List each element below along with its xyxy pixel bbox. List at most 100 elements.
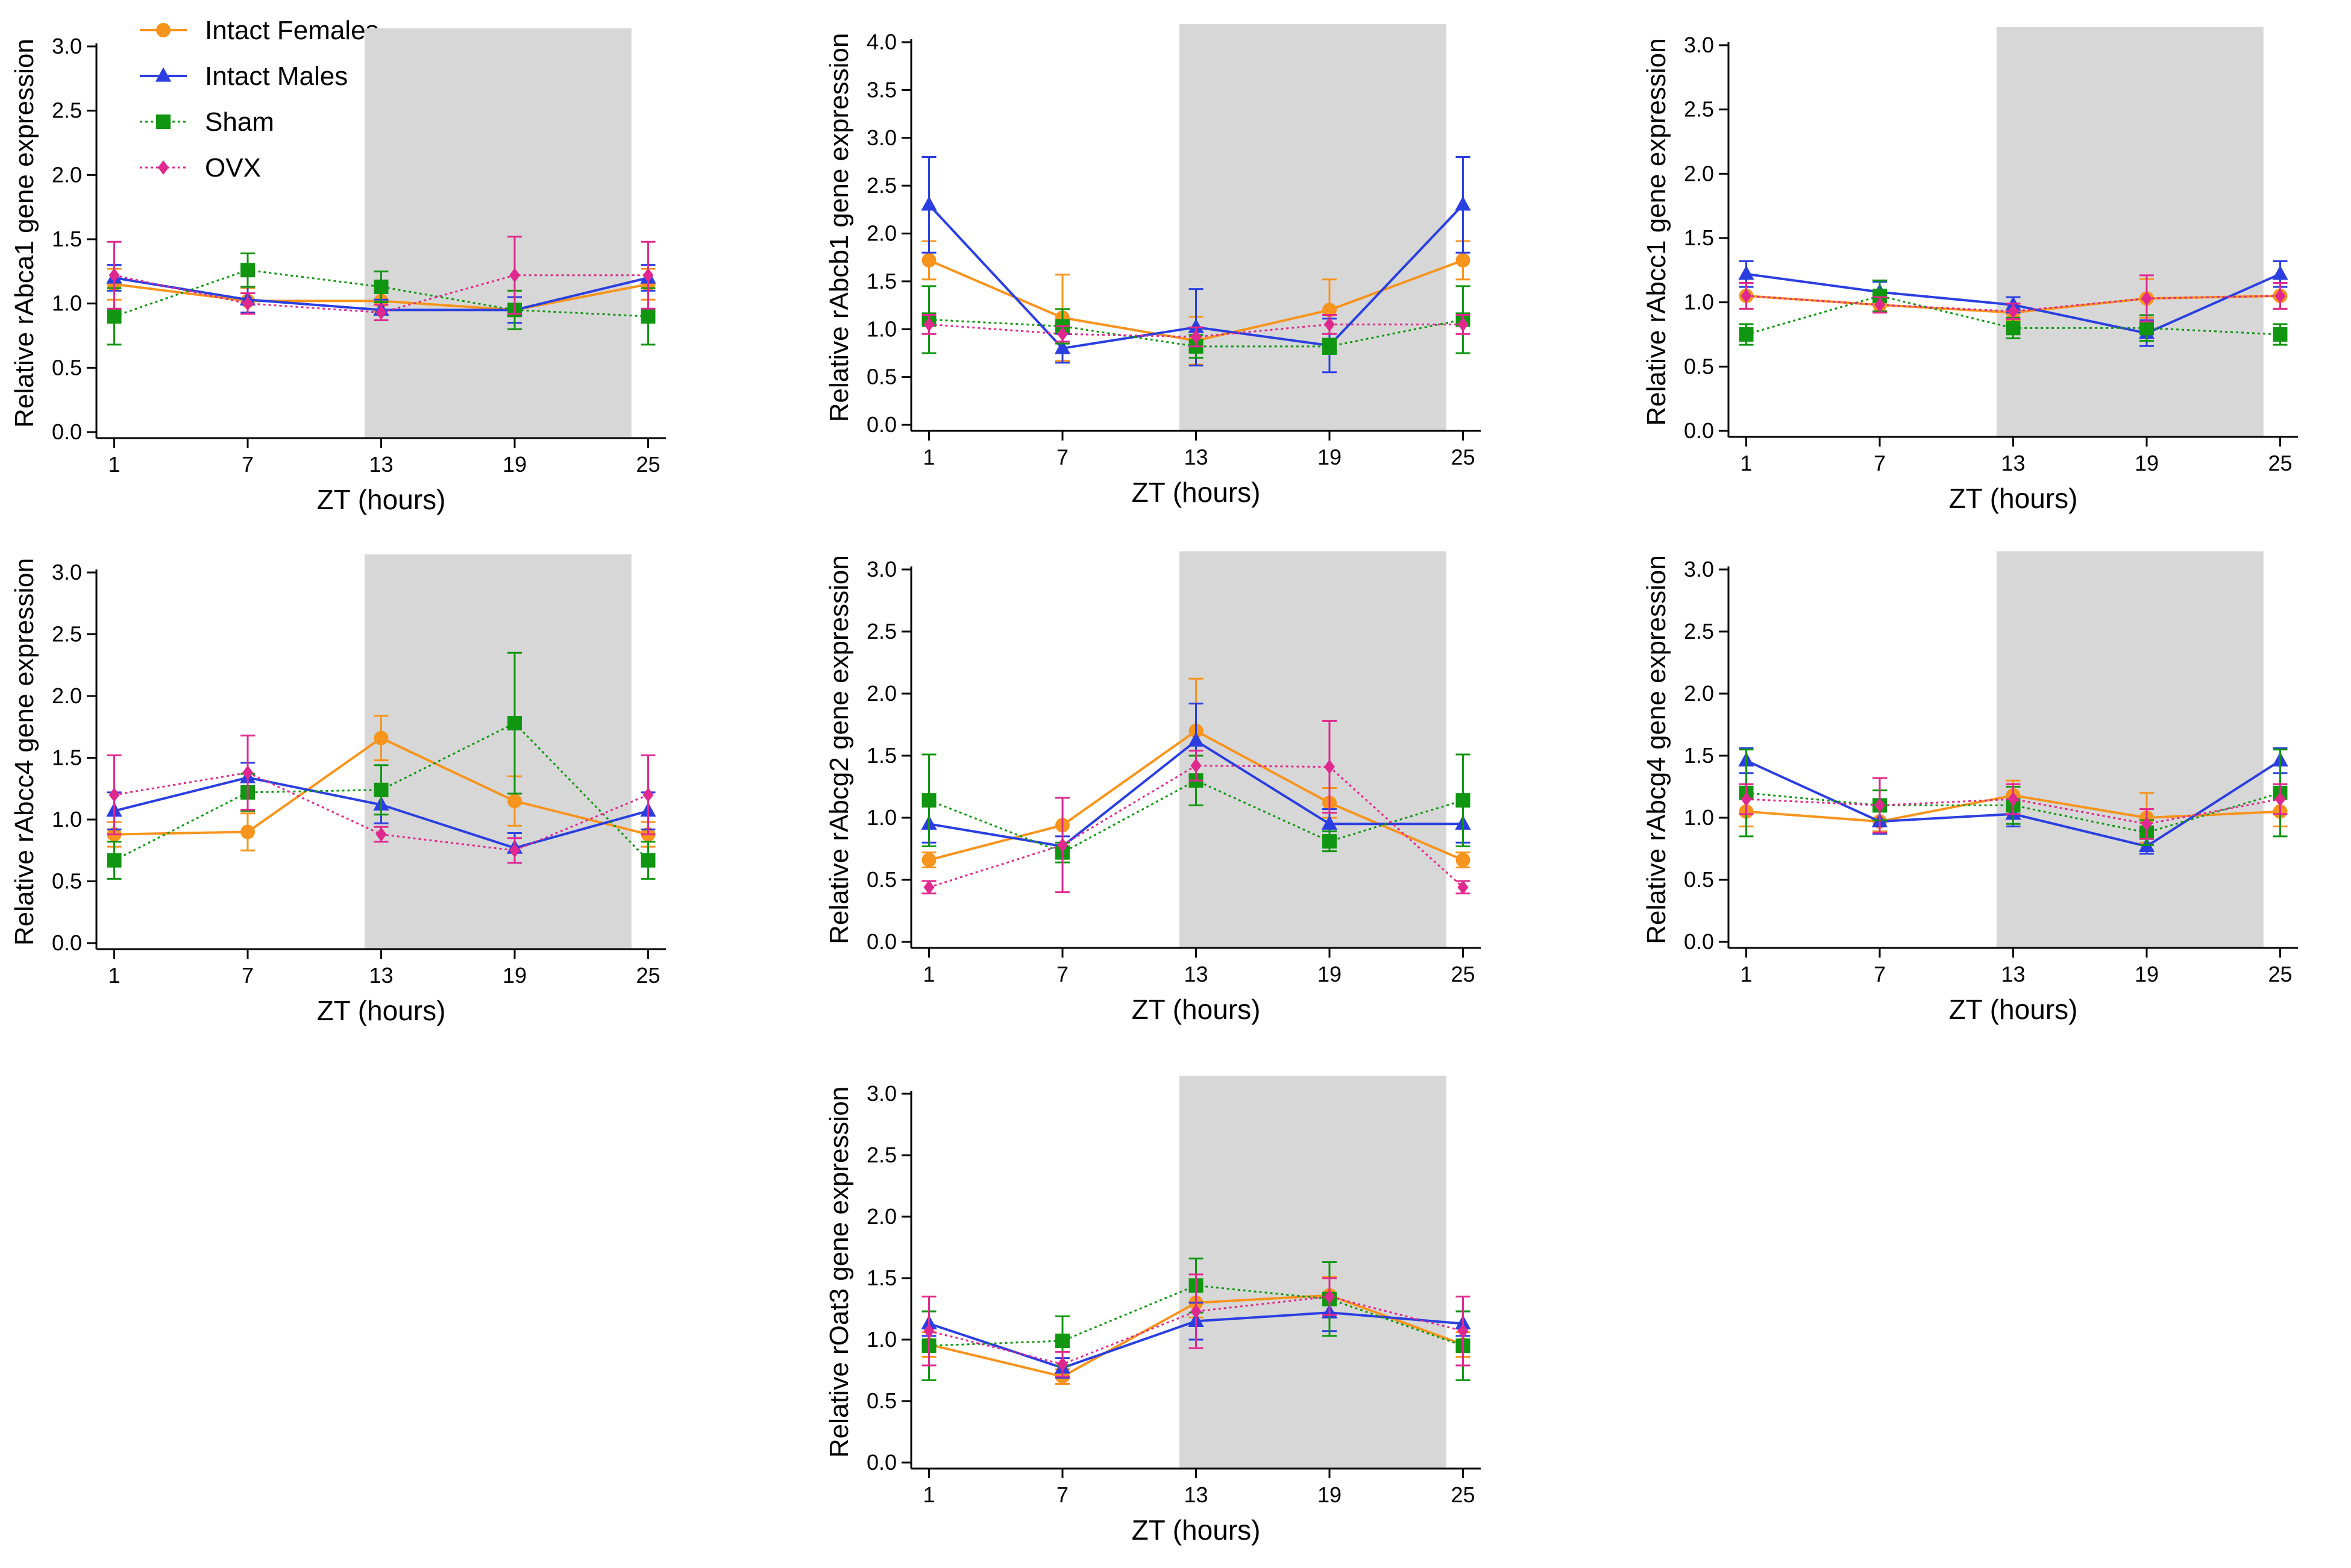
legend-label: OVX [205,153,261,183]
data-point [1054,339,1071,354]
data-point [1455,793,1471,808]
data-point [2007,792,2019,807]
series-line [929,764,1464,888]
data-point [1190,1304,1202,1319]
series-sham [107,651,656,880]
data-point [923,1323,935,1338]
legend-item-ovx: OVX [140,153,261,183]
data-point [2141,291,2152,306]
y-tick-label: 2.0 [867,681,897,706]
x-tick-label: 7 [242,963,254,988]
series-ovx [921,313,1471,348]
series-ovx [1739,777,2288,840]
dark-phase-shading [1996,551,2264,948]
data-point [641,309,656,324]
y-tick-label: 2.0 [1684,161,1714,186]
y-tick-label: 1.0 [1684,290,1714,315]
y-tick-label: 1.0 [867,805,897,830]
data-point [1740,289,1752,303]
y-tick-label: 2.5 [1684,619,1714,644]
legend-item-intact-males: Intact Males [140,61,348,91]
legend-marker [158,160,169,175]
chart-panel-5: 0.0 0.5 1.0 1.5 2.0 2.5 3.0 1 7 13 19 25 ZT (hours) R… [824,551,1481,1025]
data-point [1323,759,1335,774]
data-point [242,296,254,311]
legend-label: Intact Females [205,16,379,45]
data-point [1457,1323,1469,1338]
chart-panel-1: 0.0 0.5 1.0 1.5 2.0 2.5 3.0 1 7 13 19 25 ZT (hours) R… [10,28,666,515]
data-point [2274,792,2286,807]
y-tick-label: 3.0 [867,1081,897,1106]
dark-phase-shading [364,554,632,949]
y-tick-label: 0.5 [1684,354,1714,378]
data-point [509,268,520,283]
x-axis-title: ZT (hours) [1132,994,1261,1025]
data-point [2007,304,2019,319]
data-point [1455,853,1471,868]
y-tick-label: 2.0 [1684,681,1714,706]
y-axis-title: Relative rAbcc4 gene expression [10,558,39,946]
y-axis-title: Relative rOat3 gene expression [824,1087,854,1458]
y-tick-label: 3.0 [867,557,897,582]
data-point [1055,1334,1070,1349]
x-tick-label: 19 [503,963,527,988]
x-axis-title: ZT (hours) [1132,1514,1261,1546]
y-tick-label: 4.0 [867,30,897,54]
dark-phase-shading [1179,24,1446,431]
y-tick-label: 0.0 [1684,418,1714,443]
x-tick-label: 13 [369,963,393,988]
y-tick-label: 1.5 [52,227,82,251]
x-tick-label: 19 [1317,962,1342,986]
series-ovx [107,735,656,864]
data-point [921,793,937,808]
x-tick-label: 25 [1451,1482,1475,1507]
x-tick-label: 1 [1740,962,1753,986]
data-point [1738,265,1754,280]
x-tick-label: 13 [2001,962,2025,986]
chart-panel-7: 0.0 0.5 1.0 1.5 2.0 2.5 3.0 1 7 13 19 25 ZT (hours) R… [824,1076,1481,1546]
y-tick-label: 2.5 [867,173,897,198]
data-point [921,853,937,868]
data-point [507,716,522,731]
y-tick-label: 0.0 [867,412,897,437]
legend-label: Intact Males [205,61,348,91]
y-tick-label: 1.0 [52,291,82,316]
y-axis-title: Relative rAbca1 gene expression [10,39,39,428]
data-point [1322,303,1337,318]
data-point [108,788,120,802]
x-tick-label: 1 [923,962,935,986]
data-point [375,827,387,842]
x-tick-label: 25 [636,963,660,988]
data-point [642,788,654,802]
data-point [2272,265,2288,280]
data-point [1322,834,1337,849]
y-tick-label: 0.0 [52,419,82,444]
x-tick-label: 13 [1184,1482,1208,1507]
data-point [374,730,389,745]
data-point [108,268,120,283]
x-axis-title: ZT (hours) [317,484,446,515]
y-tick-label: 2.5 [867,1143,897,1167]
x-axis-title: ZT (hours) [1132,477,1261,508]
data-point [1323,1289,1335,1304]
y-axis-title: Relative rAbcg4 gene expression [1642,555,1671,944]
x-tick-label: 19 [1317,1482,1342,1507]
x-tick-label: 7 [1874,962,1886,986]
y-tick-label: 0.5 [1684,867,1714,892]
y-tick-label: 3.0 [1684,33,1714,57]
series-line [929,1296,1463,1366]
y-tick-label: 2.0 [867,1204,897,1229]
data-point [1321,815,1338,830]
x-tick-label: 19 [503,452,527,477]
chart-panel-2: 0.0 0.5 1.0 1.5 2.0 2.5 3.0 3.5 4.0 1 7 13 19 25 ZT (h… [824,24,1481,508]
legend: Intact Females Intact Males Sham OVX [140,16,379,183]
x-tick-label: 1 [108,963,121,988]
series-line [929,318,1463,348]
x-tick-label: 25 [1451,962,1475,986]
y-tick-label: 3.0 [52,34,82,58]
y-tick-label: 3.0 [1684,557,1714,582]
x-axis-title: ZT (hours) [317,995,446,1026]
data-point [2006,321,2021,336]
y-tick-label: 1.5 [867,269,897,293]
y-tick-label: 2.5 [52,98,82,123]
